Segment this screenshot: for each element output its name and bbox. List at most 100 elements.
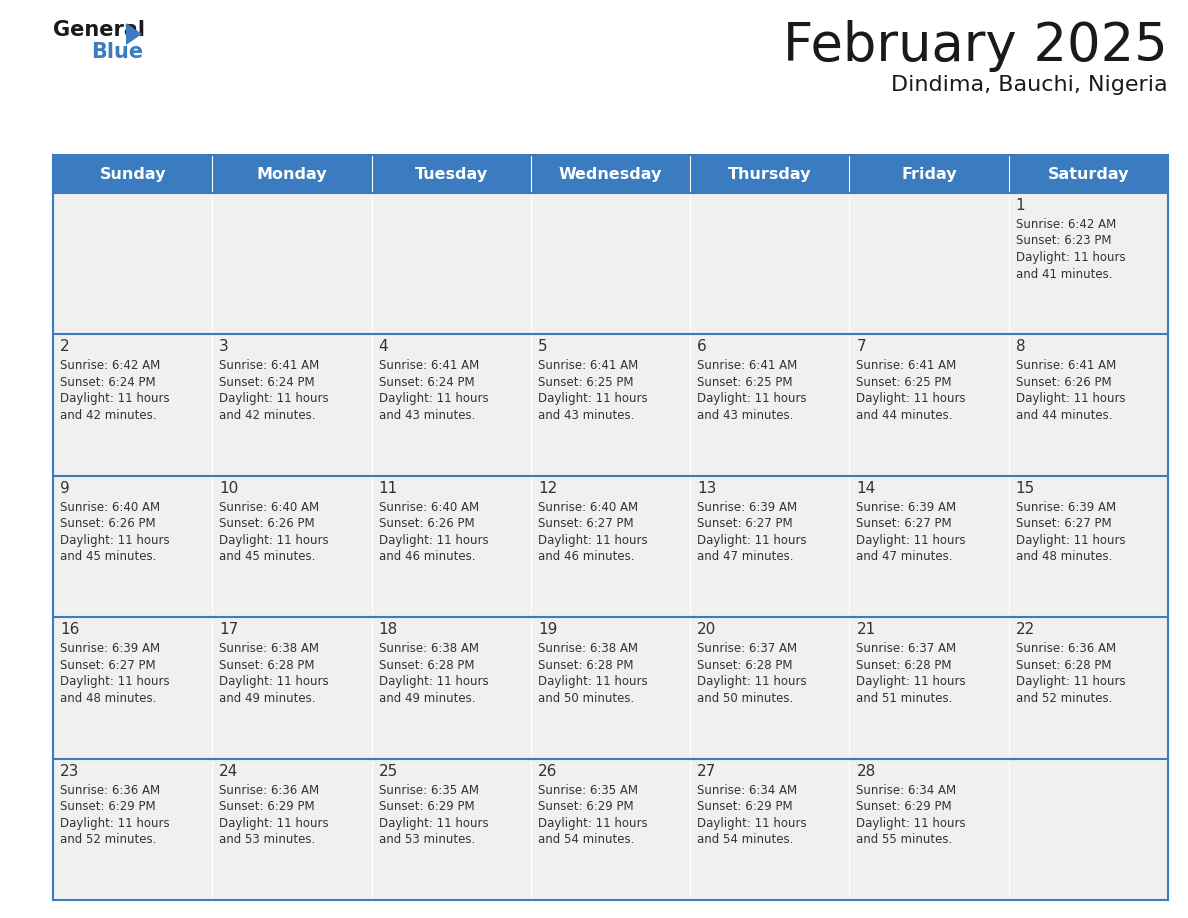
Text: Daylight: 11 hours: Daylight: 11 hours bbox=[538, 533, 647, 547]
Text: Monday: Monday bbox=[257, 166, 327, 182]
Polygon shape bbox=[126, 23, 143, 45]
Text: Daylight: 11 hours: Daylight: 11 hours bbox=[857, 676, 966, 688]
Bar bbox=[53, 758, 213, 900]
Text: Sunset: 6:26 PM: Sunset: 6:26 PM bbox=[61, 518, 156, 531]
Text: Daylight: 11 hours: Daylight: 11 hours bbox=[1016, 392, 1125, 406]
Bar bbox=[53, 334, 213, 476]
Bar bbox=[849, 334, 1009, 476]
Bar bbox=[690, 334, 849, 476]
Text: 20: 20 bbox=[697, 622, 716, 637]
Bar bbox=[53, 155, 213, 193]
Text: Sunset: 6:27 PM: Sunset: 6:27 PM bbox=[1016, 518, 1111, 531]
Bar bbox=[531, 193, 690, 334]
Text: Sunrise: 6:39 AM: Sunrise: 6:39 AM bbox=[61, 643, 160, 655]
Text: 17: 17 bbox=[220, 622, 239, 637]
Text: Sunset: 6:23 PM: Sunset: 6:23 PM bbox=[1016, 234, 1111, 248]
Text: Daylight: 11 hours: Daylight: 11 hours bbox=[61, 392, 170, 406]
Text: Sunrise: 6:37 AM: Sunrise: 6:37 AM bbox=[697, 643, 797, 655]
Text: Sunset: 6:28 PM: Sunset: 6:28 PM bbox=[857, 659, 952, 672]
Text: Daylight: 11 hours: Daylight: 11 hours bbox=[857, 817, 966, 830]
Text: 2: 2 bbox=[61, 340, 70, 354]
Bar bbox=[1009, 476, 1168, 617]
Text: 13: 13 bbox=[697, 481, 716, 496]
Text: Daylight: 11 hours: Daylight: 11 hours bbox=[538, 817, 647, 830]
Text: Sunset: 6:27 PM: Sunset: 6:27 PM bbox=[697, 518, 792, 531]
Text: Sunrise: 6:39 AM: Sunrise: 6:39 AM bbox=[857, 501, 956, 514]
Bar bbox=[372, 155, 531, 193]
Text: Friday: Friday bbox=[902, 166, 956, 182]
Text: Daylight: 11 hours: Daylight: 11 hours bbox=[220, 392, 329, 406]
Text: Dindima, Bauchi, Nigeria: Dindima, Bauchi, Nigeria bbox=[891, 75, 1168, 95]
Bar bbox=[690, 476, 849, 617]
Text: Sunset: 6:27 PM: Sunset: 6:27 PM bbox=[61, 659, 156, 672]
Text: Sunrise: 6:41 AM: Sunrise: 6:41 AM bbox=[1016, 360, 1116, 373]
Text: Sunrise: 6:40 AM: Sunrise: 6:40 AM bbox=[220, 501, 320, 514]
Bar bbox=[690, 617, 849, 758]
Text: Daylight: 11 hours: Daylight: 11 hours bbox=[220, 817, 329, 830]
Bar bbox=[213, 758, 372, 900]
Text: Sunrise: 6:41 AM: Sunrise: 6:41 AM bbox=[538, 360, 638, 373]
Text: and 44 minutes.: and 44 minutes. bbox=[857, 409, 953, 422]
Text: Daylight: 11 hours: Daylight: 11 hours bbox=[697, 676, 807, 688]
Text: 24: 24 bbox=[220, 764, 239, 778]
Text: Sunrise: 6:35 AM: Sunrise: 6:35 AM bbox=[379, 784, 479, 797]
Text: Sunrise: 6:38 AM: Sunrise: 6:38 AM bbox=[538, 643, 638, 655]
Bar bbox=[531, 758, 690, 900]
Text: Daylight: 11 hours: Daylight: 11 hours bbox=[697, 817, 807, 830]
Text: Sunrise: 6:41 AM: Sunrise: 6:41 AM bbox=[379, 360, 479, 373]
Text: Daylight: 11 hours: Daylight: 11 hours bbox=[379, 392, 488, 406]
Bar bbox=[849, 476, 1009, 617]
Text: Sunrise: 6:41 AM: Sunrise: 6:41 AM bbox=[697, 360, 797, 373]
Bar bbox=[849, 155, 1009, 193]
Text: Sunrise: 6:40 AM: Sunrise: 6:40 AM bbox=[61, 501, 160, 514]
Text: and 43 minutes.: and 43 minutes. bbox=[538, 409, 634, 422]
Text: Sunset: 6:29 PM: Sunset: 6:29 PM bbox=[857, 800, 952, 813]
Text: 12: 12 bbox=[538, 481, 557, 496]
Text: and 54 minutes.: and 54 minutes. bbox=[538, 834, 634, 846]
Bar bbox=[372, 617, 531, 758]
Text: and 44 minutes.: and 44 minutes. bbox=[1016, 409, 1112, 422]
Text: Sunrise: 6:34 AM: Sunrise: 6:34 AM bbox=[697, 784, 797, 797]
Text: and 50 minutes.: and 50 minutes. bbox=[538, 691, 634, 705]
Text: Sunset: 6:25 PM: Sunset: 6:25 PM bbox=[538, 375, 633, 389]
Text: and 48 minutes.: and 48 minutes. bbox=[61, 691, 157, 705]
Text: Sunset: 6:29 PM: Sunset: 6:29 PM bbox=[538, 800, 633, 813]
Text: Sunrise: 6:39 AM: Sunrise: 6:39 AM bbox=[1016, 501, 1116, 514]
Bar bbox=[1009, 155, 1168, 193]
Text: and 45 minutes.: and 45 minutes. bbox=[61, 550, 157, 564]
Text: Sunset: 6:26 PM: Sunset: 6:26 PM bbox=[379, 518, 474, 531]
Text: Sunrise: 6:39 AM: Sunrise: 6:39 AM bbox=[697, 501, 797, 514]
Text: Daylight: 11 hours: Daylight: 11 hours bbox=[220, 676, 329, 688]
Text: and 55 minutes.: and 55 minutes. bbox=[857, 834, 953, 846]
Text: Sunset: 6:29 PM: Sunset: 6:29 PM bbox=[61, 800, 156, 813]
Bar bbox=[690, 193, 849, 334]
Text: Daylight: 11 hours: Daylight: 11 hours bbox=[379, 533, 488, 547]
Text: Sunrise: 6:41 AM: Sunrise: 6:41 AM bbox=[857, 360, 956, 373]
Text: Sunset: 6:28 PM: Sunset: 6:28 PM bbox=[697, 659, 792, 672]
Text: and 45 minutes.: and 45 minutes. bbox=[220, 550, 316, 564]
Text: and 50 minutes.: and 50 minutes. bbox=[697, 691, 794, 705]
Text: Sunset: 6:29 PM: Sunset: 6:29 PM bbox=[379, 800, 474, 813]
Text: Sunset: 6:28 PM: Sunset: 6:28 PM bbox=[220, 659, 315, 672]
Text: and 42 minutes.: and 42 minutes. bbox=[61, 409, 157, 422]
Text: and 46 minutes.: and 46 minutes. bbox=[538, 550, 634, 564]
Text: Daylight: 11 hours: Daylight: 11 hours bbox=[697, 392, 807, 406]
Text: General: General bbox=[53, 20, 145, 40]
Text: and 41 minutes.: and 41 minutes. bbox=[1016, 267, 1112, 281]
Bar bbox=[1009, 334, 1168, 476]
Text: and 42 minutes.: and 42 minutes. bbox=[220, 409, 316, 422]
Text: 8: 8 bbox=[1016, 340, 1025, 354]
Bar bbox=[690, 758, 849, 900]
Text: Sunrise: 6:37 AM: Sunrise: 6:37 AM bbox=[857, 643, 956, 655]
Text: 25: 25 bbox=[379, 764, 398, 778]
Text: and 47 minutes.: and 47 minutes. bbox=[697, 550, 794, 564]
Bar bbox=[213, 193, 372, 334]
Text: and 53 minutes.: and 53 minutes. bbox=[379, 834, 475, 846]
Text: Sunset: 6:25 PM: Sunset: 6:25 PM bbox=[697, 375, 792, 389]
Text: Saturday: Saturday bbox=[1048, 166, 1129, 182]
Text: Daylight: 11 hours: Daylight: 11 hours bbox=[61, 533, 170, 547]
Text: 3: 3 bbox=[220, 340, 229, 354]
Text: 5: 5 bbox=[538, 340, 548, 354]
Bar bbox=[372, 758, 531, 900]
Text: Sunset: 6:28 PM: Sunset: 6:28 PM bbox=[538, 659, 633, 672]
